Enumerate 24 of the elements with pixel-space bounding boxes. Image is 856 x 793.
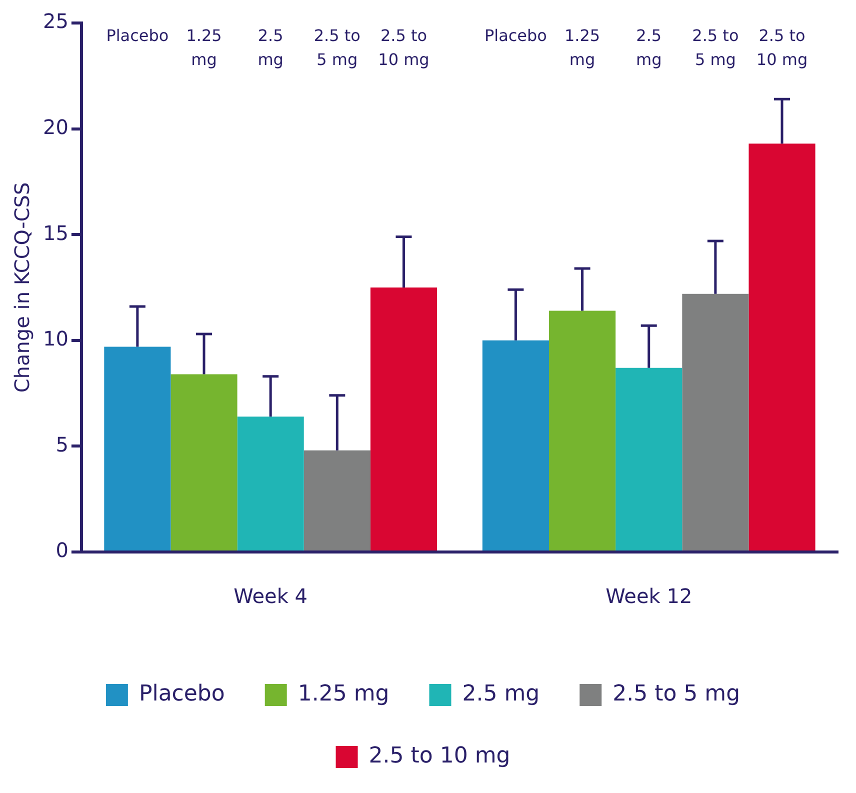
legend-label: 2.5 to 10 mg: [368, 744, 510, 769]
y-tick-label: 20: [42, 115, 68, 140]
y-axis-title: Change in KCCQ-CSS: [10, 182, 34, 393]
legend-label: Placebo: [138, 682, 225, 707]
text: 1.25 mg: [186, 26, 222, 70]
y-tick-label: 10: [42, 326, 68, 351]
legend-label: 2.5 mg: [462, 682, 540, 707]
y-tick-label: 25: [42, 9, 68, 34]
text: 2.5 to 10 mg: [756, 26, 808, 70]
y-tick-label: 5: [56, 432, 68, 456]
x-tick-label: Week 12: [606, 584, 692, 608]
y-tick-label: 15: [42, 220, 68, 245]
legend-label: 1.25 mg: [298, 682, 390, 707]
text: 2.5 mg: [258, 26, 284, 70]
text: 1.25 mg: [564, 26, 600, 70]
text: 2.5 mg: [636, 26, 662, 70]
text: 2.5 to 10 mg: [378, 26, 430, 70]
text: Placebo: [106, 26, 169, 46]
text: Placebo: [484, 26, 547, 46]
text: 2.5 to 5 mg: [314, 26, 360, 70]
text: 2.5 to 5 mg: [692, 26, 739, 70]
x-tick-label: Week 4: [234, 584, 308, 608]
legend-label: 2.5 to 5 mg: [612, 682, 740, 707]
y-tick-label: 0: [56, 538, 68, 562]
